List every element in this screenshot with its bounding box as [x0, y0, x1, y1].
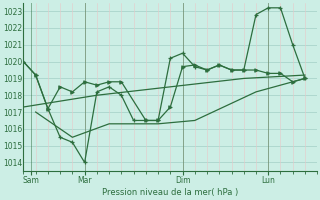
X-axis label: Pression niveau de la mer( hPa ): Pression niveau de la mer( hPa )	[102, 188, 238, 197]
